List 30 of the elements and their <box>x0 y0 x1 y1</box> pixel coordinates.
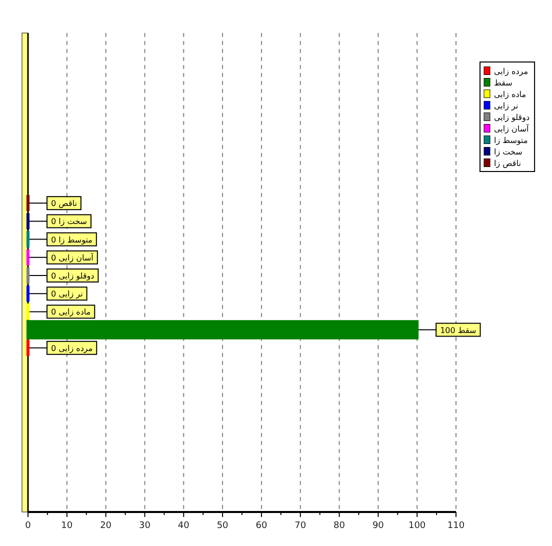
legend-label: ماده زایی <box>494 90 526 99</box>
legend-label: متوسط زا <box>494 136 528 145</box>
x-tick-label: 110 <box>447 521 465 531</box>
x-tick-label: 20 <box>100 521 112 531</box>
legend-label: آسان زایی <box>494 123 530 134</box>
data-label: سخت زا 0 <box>51 217 88 226</box>
data-label: ناقص 0 <box>51 199 77 208</box>
data-label: نر زایی 0 <box>51 290 83 299</box>
data-label: سقط 100 <box>440 326 477 335</box>
data-label: متوسط زا 0 <box>51 235 92 244</box>
x-tick-label: 90 <box>372 521 384 531</box>
x-tick-label: 0 <box>25 521 32 531</box>
legend-label: ناقص زا <box>494 158 521 168</box>
legend-label: مرده زایی <box>494 66 528 76</box>
x-tick-label: 80 <box>334 521 346 531</box>
x-tick-label: 10 <box>61 521 73 531</box>
data-label: ماده زایی 0 <box>51 308 91 317</box>
x-tick-label: 100 <box>408 521 426 531</box>
legend-label: نر زایی <box>494 101 518 110</box>
data-label: آسان زایی 0 <box>51 252 94 262</box>
legend-label: دوقلو زایی <box>494 112 530 122</box>
x-tick-label: 60 <box>256 521 268 531</box>
data-label: دوقلو زایی 0 <box>51 272 95 280</box>
legend-label: سخت زا <box>494 147 523 156</box>
x-tick-label: 70 <box>294 521 306 531</box>
data-label: مرده زایی 0 <box>51 344 93 353</box>
x-tick-label: 50 <box>216 521 229 531</box>
legend-label: سقط <box>494 78 513 88</box>
x-tick-label: 30 <box>139 521 151 531</box>
x-tick-label: 40 <box>178 521 190 531</box>
